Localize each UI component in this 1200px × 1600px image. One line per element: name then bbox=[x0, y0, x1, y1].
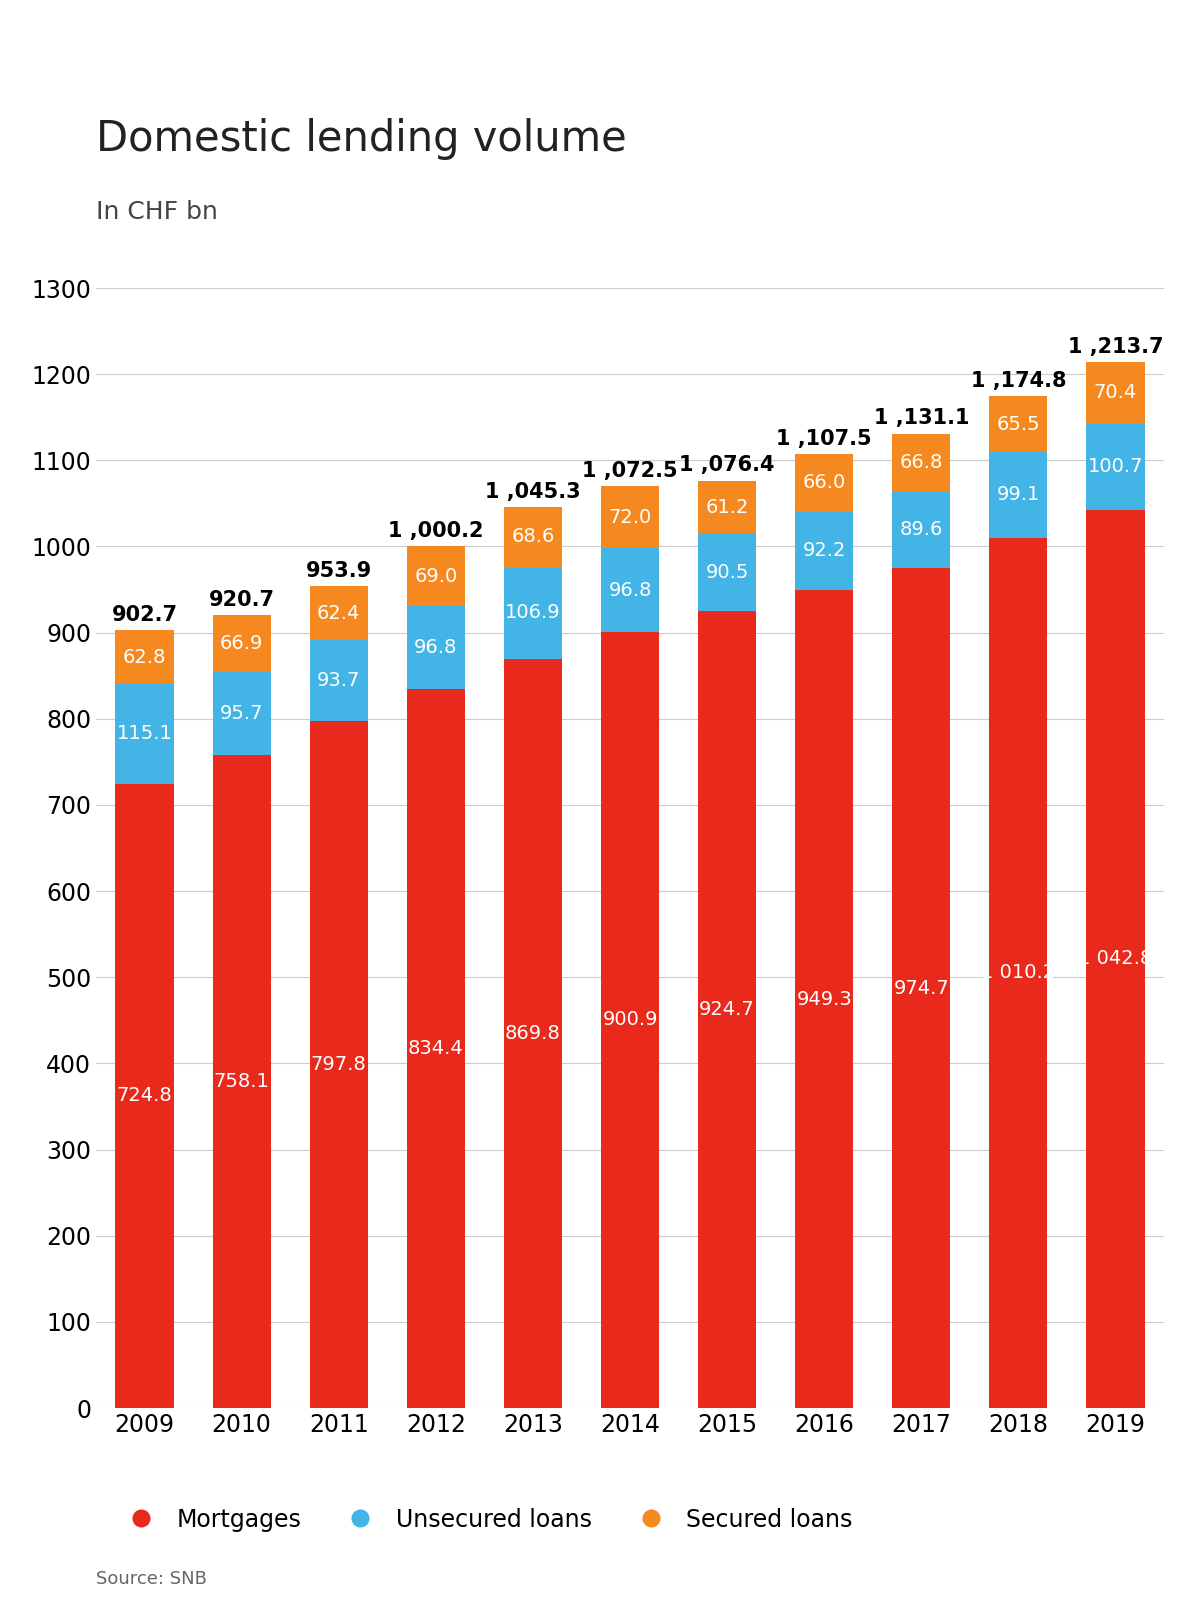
Bar bbox=[601, 632, 659, 1408]
Bar bbox=[892, 491, 950, 568]
Text: 1 010.2: 1 010.2 bbox=[982, 963, 1056, 982]
Text: 869.8: 869.8 bbox=[505, 1024, 560, 1043]
Text: 96.8: 96.8 bbox=[414, 638, 457, 658]
Text: 66.8: 66.8 bbox=[900, 453, 943, 472]
Bar bbox=[698, 533, 756, 611]
Text: 900.9: 900.9 bbox=[602, 1011, 658, 1029]
Text: 920.7: 920.7 bbox=[209, 590, 275, 610]
Text: 95.7: 95.7 bbox=[220, 704, 263, 723]
Text: 89.6: 89.6 bbox=[900, 520, 943, 539]
Text: 100.7: 100.7 bbox=[1087, 456, 1144, 475]
Text: 90.5: 90.5 bbox=[706, 563, 749, 582]
Text: 924.7: 924.7 bbox=[700, 1000, 755, 1019]
Text: 1 ,107.5: 1 ,107.5 bbox=[776, 429, 872, 448]
Text: 834.4: 834.4 bbox=[408, 1038, 463, 1058]
Text: 69.0: 69.0 bbox=[414, 566, 457, 586]
Bar bbox=[601, 549, 659, 632]
Text: 93.7: 93.7 bbox=[317, 670, 360, 690]
Bar bbox=[989, 453, 1048, 538]
Text: 65.5: 65.5 bbox=[996, 414, 1040, 434]
Text: 72.0: 72.0 bbox=[608, 507, 652, 526]
Text: 62.8: 62.8 bbox=[122, 648, 167, 667]
Text: 106.9: 106.9 bbox=[505, 603, 560, 622]
Bar bbox=[698, 480, 756, 533]
Bar bbox=[989, 395, 1048, 453]
Text: Source: SNB: Source: SNB bbox=[96, 1570, 206, 1587]
Bar bbox=[796, 590, 853, 1408]
Text: 953.9: 953.9 bbox=[306, 562, 372, 581]
Bar bbox=[1086, 422, 1145, 509]
Bar bbox=[212, 614, 271, 672]
Bar bbox=[601, 486, 659, 549]
Text: 99.1: 99.1 bbox=[997, 485, 1040, 504]
Text: 902.7: 902.7 bbox=[112, 605, 178, 626]
Text: 1 ,213.7: 1 ,213.7 bbox=[1068, 338, 1163, 357]
Bar bbox=[115, 685, 174, 784]
Text: In CHF bn: In CHF bn bbox=[96, 200, 218, 224]
Text: 974.7: 974.7 bbox=[893, 979, 949, 998]
Bar bbox=[212, 755, 271, 1408]
Text: 115.1: 115.1 bbox=[116, 725, 173, 744]
Text: 96.8: 96.8 bbox=[608, 581, 652, 600]
Text: 66.0: 66.0 bbox=[803, 472, 846, 491]
Bar bbox=[407, 606, 464, 690]
Text: 70.4: 70.4 bbox=[1094, 382, 1138, 402]
Bar bbox=[310, 720, 368, 1408]
Text: 62.4: 62.4 bbox=[317, 603, 360, 622]
Text: 1 ,072.5: 1 ,072.5 bbox=[582, 461, 678, 482]
Text: 68.6: 68.6 bbox=[511, 528, 554, 547]
Bar bbox=[212, 672, 271, 755]
Text: 1 042.8: 1 042.8 bbox=[1079, 949, 1152, 968]
Bar bbox=[892, 434, 950, 491]
Bar bbox=[115, 784, 174, 1408]
Bar bbox=[892, 568, 950, 1408]
Bar bbox=[796, 510, 853, 590]
Text: 949.3: 949.3 bbox=[797, 989, 852, 1008]
Bar bbox=[1086, 362, 1145, 422]
Text: Domestic lending volume: Domestic lending volume bbox=[96, 118, 626, 160]
Bar bbox=[407, 546, 464, 606]
Bar bbox=[796, 454, 853, 510]
Text: 92.2: 92.2 bbox=[803, 541, 846, 560]
Text: 1 ,131.1: 1 ,131.1 bbox=[874, 408, 970, 429]
Bar bbox=[504, 659, 562, 1408]
Text: 797.8: 797.8 bbox=[311, 1054, 367, 1074]
Text: 758.1: 758.1 bbox=[214, 1072, 270, 1091]
Legend: Mortgages, Unsecured loans, Secured loans: Mortgages, Unsecured loans, Secured loan… bbox=[108, 1498, 862, 1541]
Text: 1 ,045.3: 1 ,045.3 bbox=[485, 482, 581, 502]
Text: 1 ,174.8: 1 ,174.8 bbox=[971, 371, 1066, 390]
Text: 1 ,076.4: 1 ,076.4 bbox=[679, 456, 775, 475]
Text: 66.9: 66.9 bbox=[220, 634, 263, 653]
Bar bbox=[504, 507, 562, 566]
Bar bbox=[1086, 509, 1145, 1408]
Text: 61.2: 61.2 bbox=[706, 498, 749, 517]
Bar bbox=[504, 566, 562, 659]
Bar bbox=[310, 640, 368, 720]
Bar bbox=[698, 611, 756, 1408]
Bar bbox=[989, 538, 1048, 1408]
Text: 724.8: 724.8 bbox=[116, 1086, 173, 1106]
Bar bbox=[310, 586, 368, 640]
Text: 1 ,000.2: 1 ,000.2 bbox=[388, 522, 484, 541]
Bar bbox=[115, 630, 174, 685]
Bar bbox=[407, 690, 464, 1408]
